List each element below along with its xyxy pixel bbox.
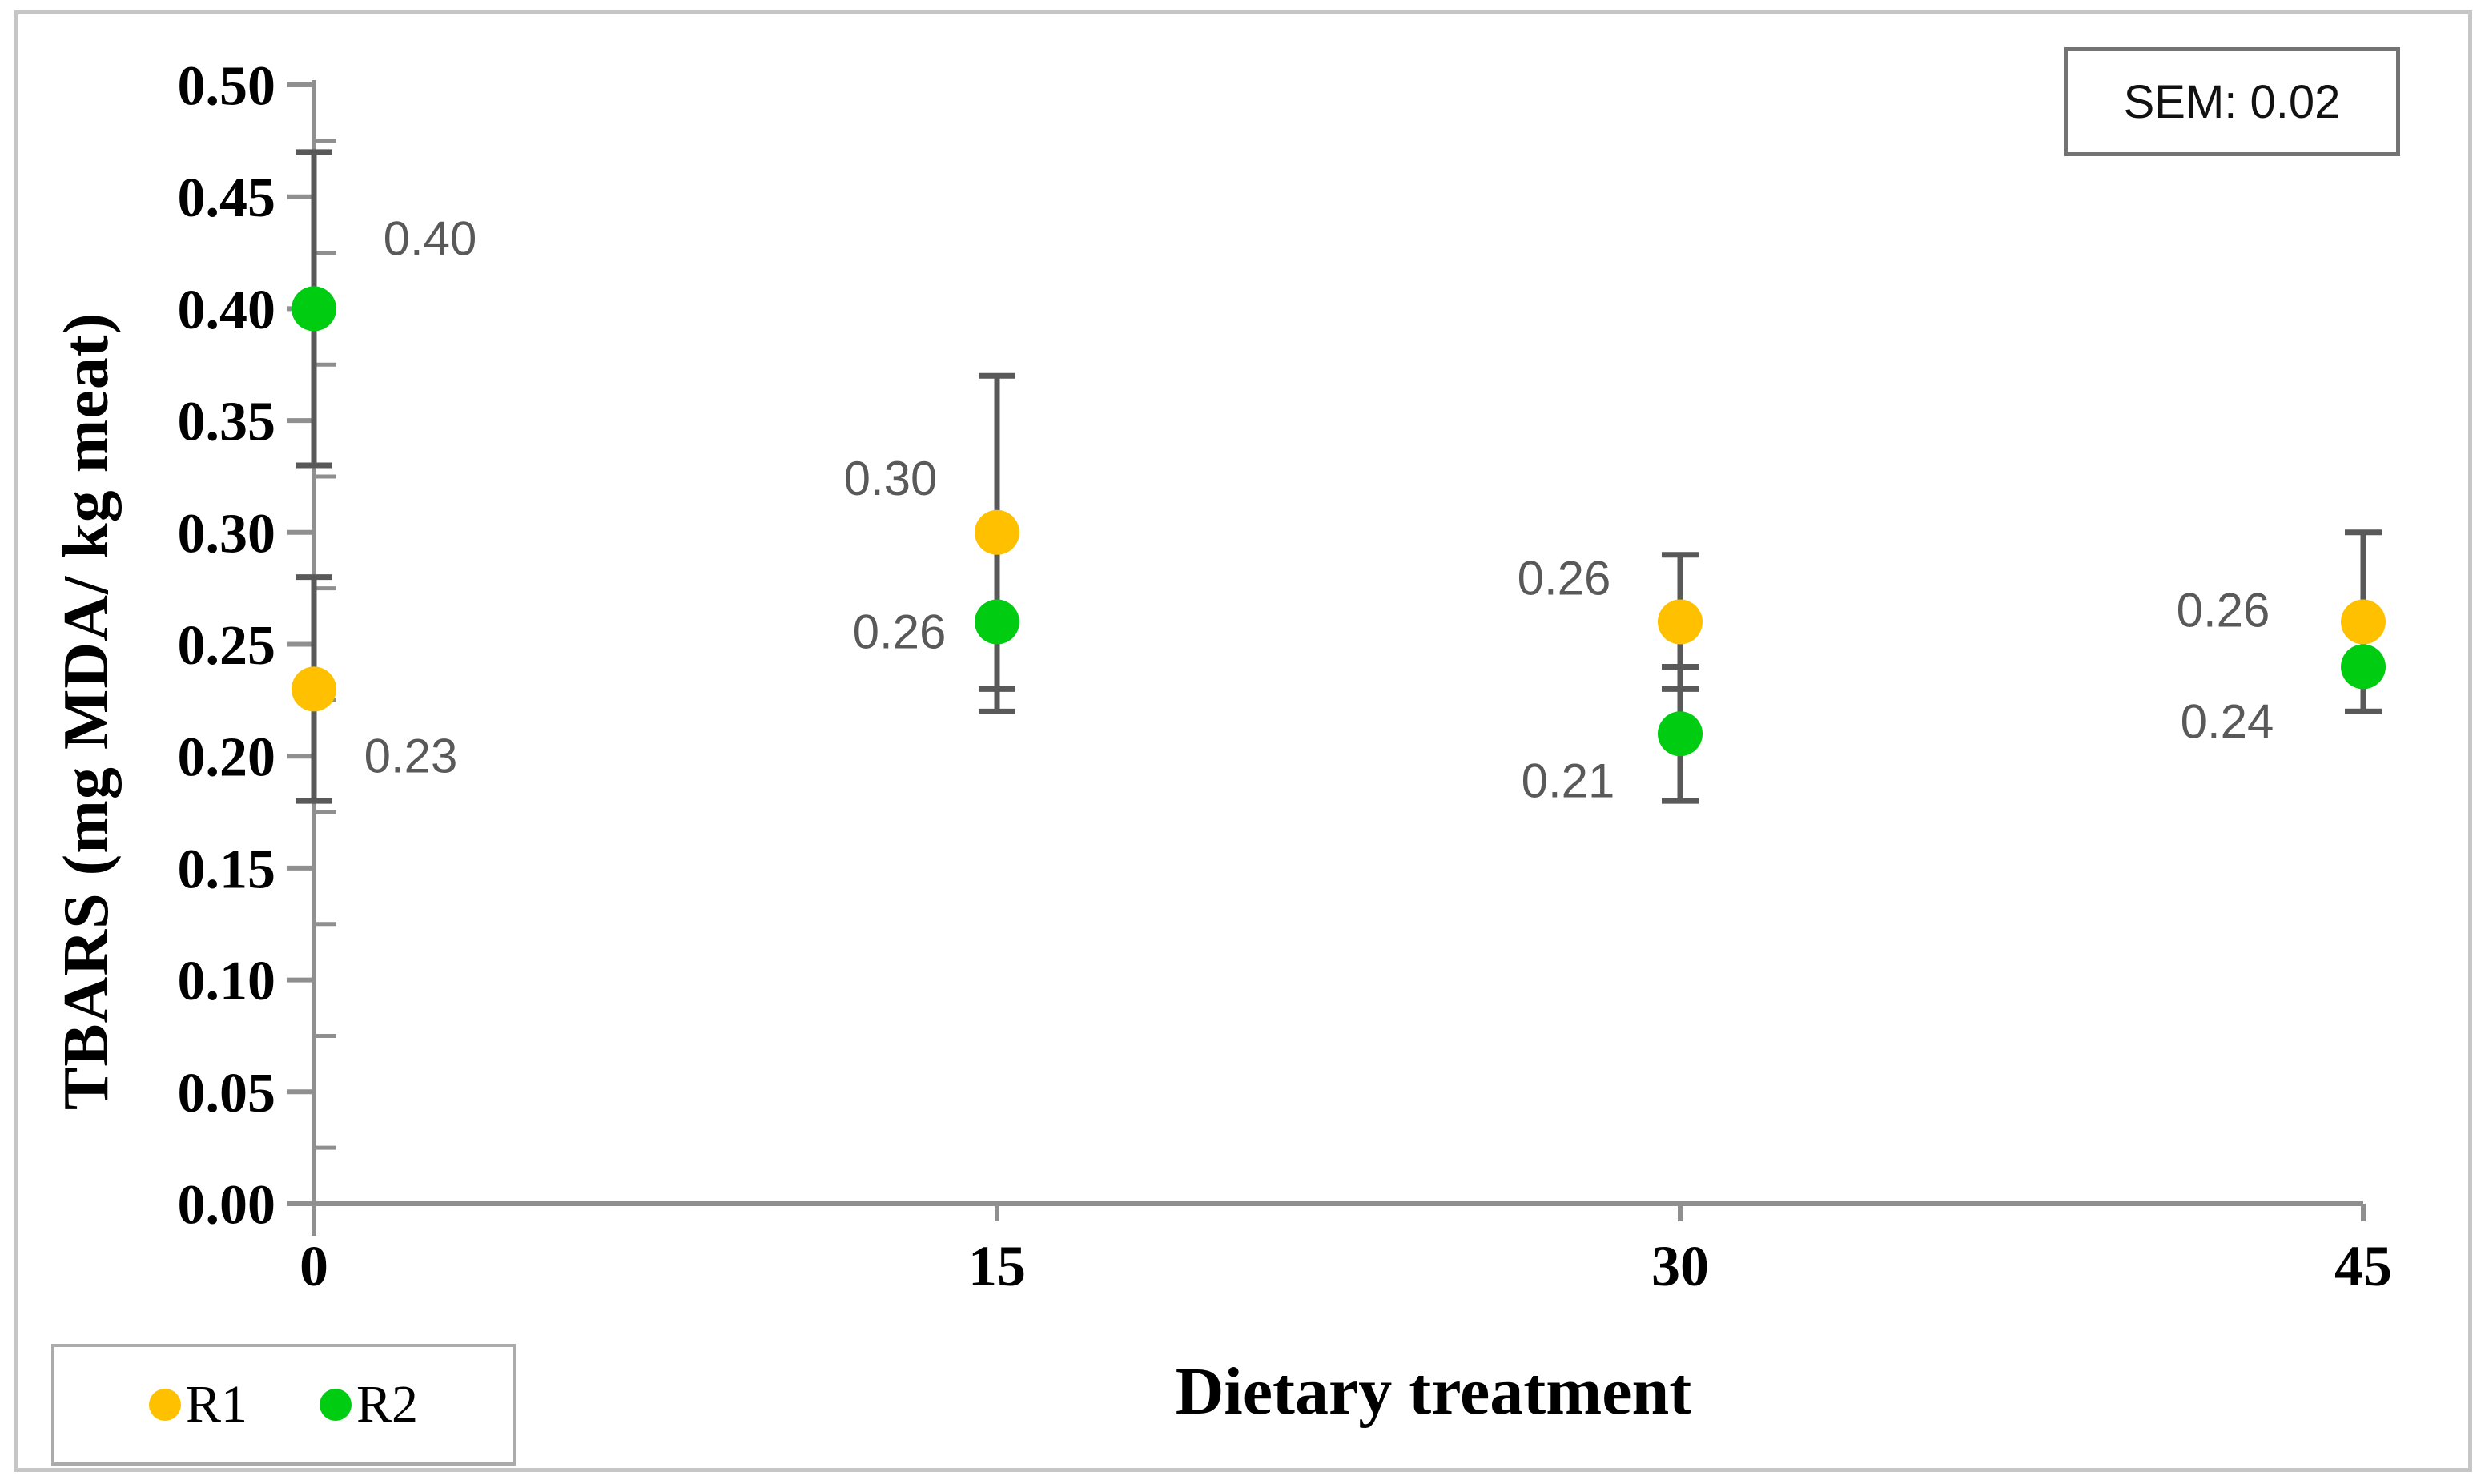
data-point-r1-x45 [2341,599,2386,645]
data-label-r2-x45: 0.24 [2181,694,2274,748]
y-tick-label: 0.10 [178,951,276,1012]
legend-marker-r1-icon [148,1389,181,1421]
data-point-r2-x15 [975,599,1019,645]
data-label-r1-x15: 0.30 [844,452,938,505]
y-tick-label: 0.45 [178,167,276,229]
legend-label-r1: R1 [185,1375,247,1434]
y-axis-title: TBARS (mg MDA/ kg meat) [51,312,122,1111]
y-tick-label: 0.25 [178,615,276,677]
y-tick-label: 0.00 [178,1175,276,1237]
x-tick-label: 15 [968,1234,1026,1298]
x-axis-title: Dietary treatment [1175,1354,1692,1429]
y-tick-label: 0.40 [178,280,276,341]
data-label-r1-x45: 0.26 [2177,584,2270,637]
data-point-r2-x0 [292,286,336,332]
data-point-r1-x30 [1658,599,1703,645]
data-point-r2-x30 [1658,711,1703,757]
legend-item-r2: R2 [320,1378,418,1431]
legend-marker-r2-icon [320,1389,352,1421]
y-tick-label: 0.15 [178,839,276,900]
y-tick-label: 0.50 [178,56,276,118]
figure-border [14,10,2472,1472]
data-label-r2-x0: 0.40 [384,211,477,265]
data-label-r1-x0: 0.23 [364,729,458,782]
x-tick-label: 45 [2334,1234,2392,1298]
data-label-r2-x30: 0.21 [1522,754,1615,807]
y-tick-label: 0.35 [178,392,276,453]
data-point-r1-x0 [292,666,336,712]
data-point-r1-x15 [975,509,1019,555]
data-label-r2-x15: 0.26 [853,605,947,659]
data-label-r1-x30: 0.26 [1518,552,1611,605]
legend: R1 R2 [51,1344,516,1466]
x-tick-label: 30 [1651,1234,1709,1298]
legend-item-r1: R1 [148,1375,247,1434]
y-tick-label: 0.20 [178,727,276,789]
sem-annotation-text: SEM: 0.02 [2123,75,2341,128]
y-tick-label: 0.05 [178,1063,276,1124]
sem-annotation-box: SEM: 0.02 [2064,47,2400,156]
legend-label-r2: R2 [356,1375,419,1434]
data-point-r2-x45 [2341,644,2386,690]
x-tick-label: 0 [300,1234,328,1298]
y-tick-label: 0.30 [178,503,276,565]
